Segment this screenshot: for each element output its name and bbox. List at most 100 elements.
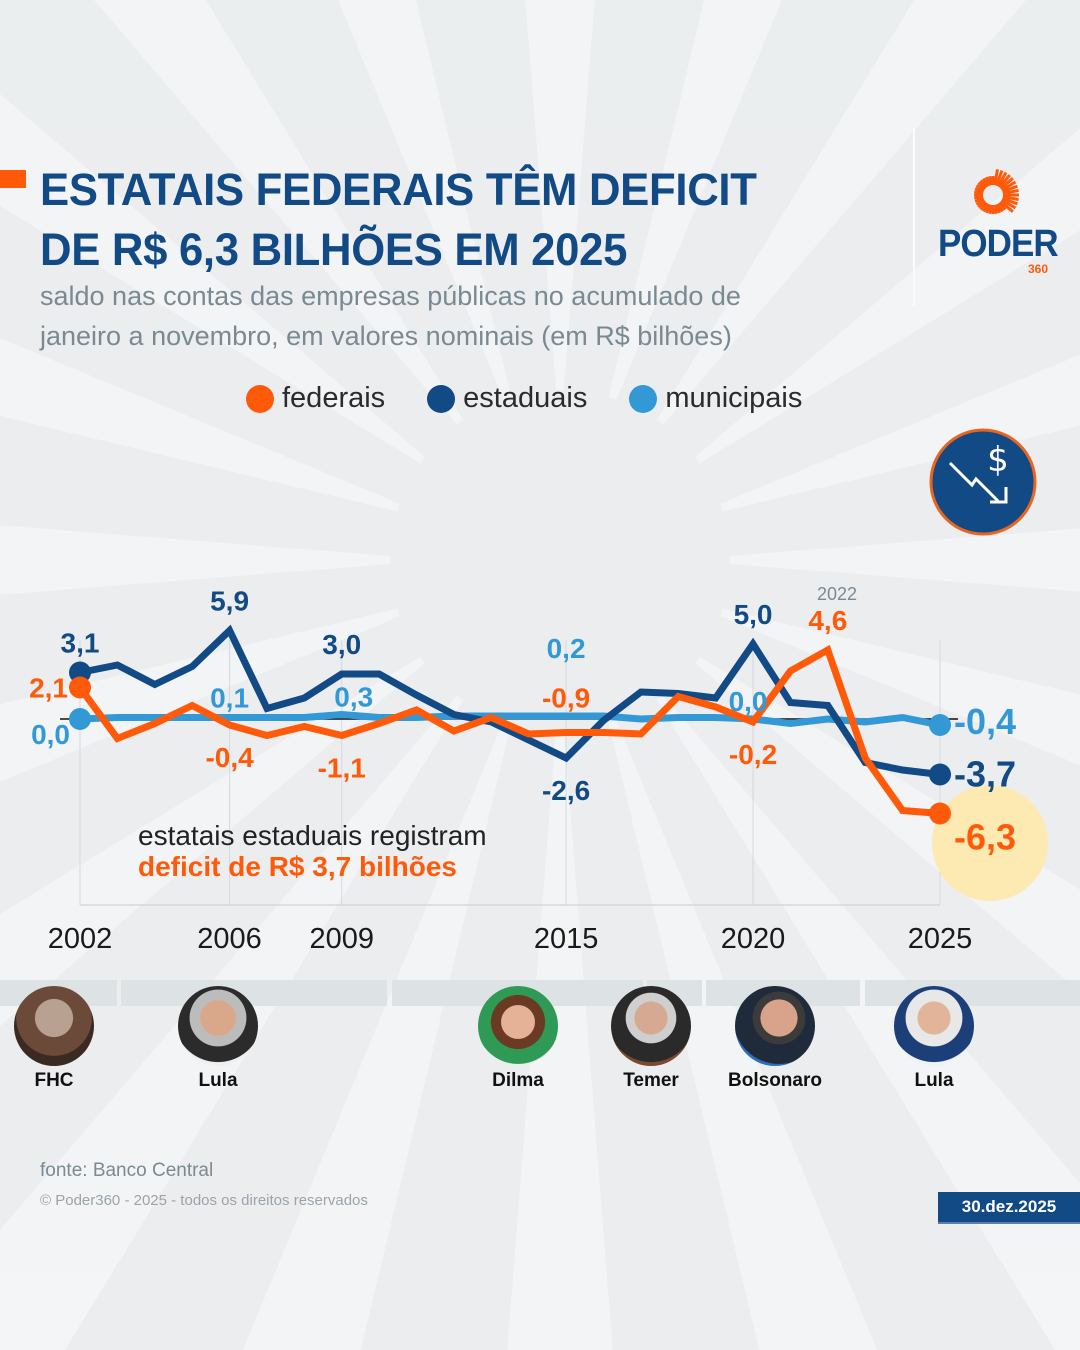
data-label-municipais-2006: 0,1 xyxy=(210,683,249,714)
president-bolsonaro: Bolsonaro xyxy=(720,986,830,1092)
background-ray xyxy=(720,354,1080,512)
legend-dot-federais xyxy=(246,384,274,413)
logo-ray xyxy=(982,177,990,188)
logo-ray xyxy=(975,198,986,206)
x-tick-label-2002: 2002 xyxy=(48,923,113,955)
president-name: Lula xyxy=(198,1070,238,1091)
poder360-logo: PODER 360 xyxy=(930,165,1060,280)
logo-ray xyxy=(999,177,1014,190)
chart-legend: federais estaduais municipais xyxy=(246,382,844,415)
background-ray xyxy=(608,0,782,400)
x-tick-label-2020: 2020 xyxy=(721,923,786,955)
data-label-municipais-2009: 0,3 xyxy=(334,682,373,713)
copyright-note: © Poder360 - 2025 - todos os direitos re… xyxy=(40,1192,368,1209)
logo-ray xyxy=(995,203,1001,214)
background-ray xyxy=(695,656,1080,992)
data-label-federais-2025: -6,3 xyxy=(954,817,1016,858)
x-tick-label-2015: 2015 xyxy=(534,923,599,955)
logo-ray xyxy=(1001,184,1018,193)
money-down-trend-icon: $ xyxy=(929,428,1037,536)
x-tick-label-2009: 2009 xyxy=(309,923,374,955)
data-point-federais-2025 xyxy=(929,802,951,825)
legend-label: federais xyxy=(282,382,386,414)
president-name: FHC xyxy=(34,1070,74,1091)
x-tick-label-2006: 2006 xyxy=(197,923,262,955)
svg-text:$: $ xyxy=(987,440,1009,480)
year-marker-2022: 2022 xyxy=(817,584,857,604)
background-ray xyxy=(0,94,425,464)
president-dilma: Dilma xyxy=(463,986,573,1092)
title-line-1: ESTATAIS FEDERAIS TÊM DEFICIT xyxy=(40,164,757,215)
line-chart: 3,1 2,1 0,0 5,9 0,1 -0,4 3,0 0,3 -1,1 0,2 -0,9 -2,6… xyxy=(29,584,1048,955)
portrait-bolsonaro xyxy=(735,986,815,1066)
page-title: ESTATAIS FEDERAIS TÊM DEFICIT DE R$ 6,3 … xyxy=(40,160,874,280)
portrait-fhc xyxy=(14,986,94,1066)
background-ray xyxy=(729,528,1080,592)
legend-label: estaduais xyxy=(463,382,588,414)
logo-ray xyxy=(975,184,986,192)
background-ray xyxy=(0,608,400,782)
background-ray xyxy=(0,525,391,595)
highlight-circle xyxy=(932,785,1048,901)
logo-ray xyxy=(974,195,984,200)
background-ray xyxy=(695,128,1080,464)
title-line-2: DE R$ 6,3 BILHÕES EM 2025 xyxy=(40,224,628,275)
logo-ray xyxy=(996,171,1008,188)
data-label-federais-2006: -0,4 xyxy=(205,742,254,773)
background-ray xyxy=(94,0,464,425)
background-ray xyxy=(242,720,512,1350)
background-ray xyxy=(525,0,595,391)
logo-ray xyxy=(1000,180,1017,192)
portrait-lula-1 xyxy=(178,986,258,1066)
series-line-municipais xyxy=(79,710,941,729)
x-tick-label-2025: 2025 xyxy=(908,923,973,955)
background-ray xyxy=(338,0,512,400)
logo-ray xyxy=(974,190,984,195)
date-badge: 30.dez.2025 xyxy=(938,1192,1080,1224)
logo-ray xyxy=(979,179,988,189)
logo-ray xyxy=(999,200,1014,213)
president-lula-2: Lula xyxy=(879,986,989,1092)
data-label-federais-2002: 2,1 xyxy=(29,673,68,704)
data-point-municipais-2002 xyxy=(69,708,91,730)
legend-dot-municipais xyxy=(629,384,658,413)
accent-bar xyxy=(0,170,26,188)
president-name: Lula xyxy=(914,1070,954,1091)
president-name: Dilma xyxy=(492,1070,544,1091)
data-point-estaduais-2025 xyxy=(929,763,951,786)
data-label-estaduais-2006: 5,9 xyxy=(210,586,249,617)
president-lula-1: Lula xyxy=(163,986,273,1092)
series-line-estaduais xyxy=(79,624,941,778)
legend-item-federais: federais xyxy=(246,382,385,415)
president-name: Bolsonaro xyxy=(728,1070,822,1091)
data-label-federais-2009: -1,1 xyxy=(318,753,366,784)
legend-dot-estaduais xyxy=(427,384,456,413)
logo-ray xyxy=(979,201,988,211)
background-ray xyxy=(656,0,1026,425)
data-label-municipais-2020: 0,0 xyxy=(729,686,768,717)
data-label-estaduais-2009: 3,0 xyxy=(322,629,361,660)
logo-ray xyxy=(974,197,985,203)
background-ray xyxy=(0,656,425,1026)
portrait-dilma xyxy=(478,986,558,1066)
subtitle: saldo nas contas das empresas públicas n… xyxy=(40,276,910,356)
background-ray xyxy=(0,338,400,512)
logo-ray xyxy=(974,187,985,193)
annotation-line-1: estatais estaduais registram xyxy=(138,820,487,851)
header-divider xyxy=(913,128,915,306)
logo-ray xyxy=(1000,198,1017,210)
logo-ray xyxy=(993,169,999,186)
data-label-federais-2015: -0,9 xyxy=(542,683,590,714)
background-ray xyxy=(656,695,1080,1350)
logo-ray xyxy=(996,202,1004,213)
president-name: Temer xyxy=(623,1070,679,1091)
legend-item-municipais: municipais xyxy=(629,382,802,415)
data-label-estaduais-2025: -3,7 xyxy=(954,754,1016,795)
logo-ray xyxy=(1002,189,1019,195)
logo-ray xyxy=(977,181,987,190)
data-point-municipais-2025 xyxy=(929,714,951,736)
sunburst-icon xyxy=(974,169,1019,214)
annotation-line-2: deficit de R$ 3,7 bilhões xyxy=(138,851,457,882)
source-note: fonte: Banco Central xyxy=(40,1160,214,1181)
data-point-federais-2002 xyxy=(69,676,91,699)
